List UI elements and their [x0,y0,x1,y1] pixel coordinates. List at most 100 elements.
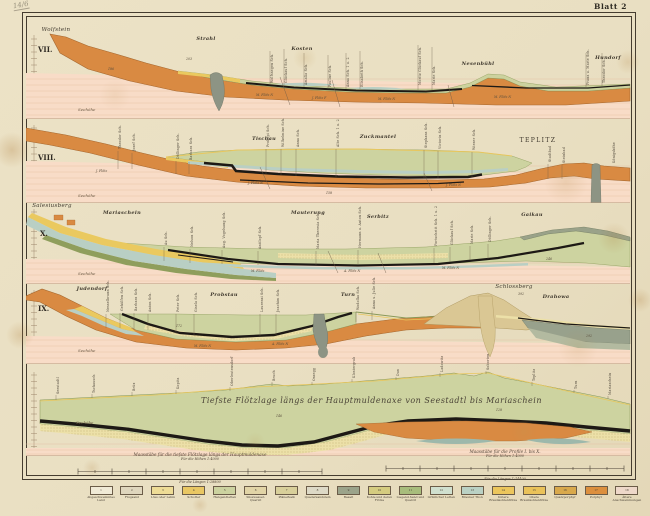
legend-swatch: 17 [584,486,608,495]
place-label: Schlossberg [495,284,533,290]
place-label: Wolfstein [41,27,71,33]
legend-swatch: 18 [615,486,639,495]
shaft-label: Laurenzi Sch. [260,287,264,312]
legend-label: Flugsand [124,495,139,499]
shaft-label: Franz u. Marie Sch. [586,49,590,85]
shaft-label: Aug. Vogelsang Sch. [222,211,226,248]
place-label: Nesenbühl [461,61,495,67]
legend-item: 4 Schotter [179,486,209,503]
legend-label: Schotter [187,495,201,499]
scale-bar [77,468,323,475]
legend-label: Obere Braunkohlenflötze [520,495,549,503]
place-label: Drahowa [542,294,570,300]
profile-ix-section: IX. Seehöhe Judendorf Probstau Turn Schloss… [26,277,632,364]
legend-code: 13 [470,488,475,492]
legend-label: Untere Braunkohlenflötze [489,495,518,503]
shaft-label: Alte Sch. 1 u. 2 [336,119,340,147]
legend-code: 10 [377,488,382,492]
scale-title: Maasstäbe für die tiefste Flötzlage läng… [133,452,267,457]
legend-code: 6 [254,488,257,492]
legend-swatch: 5 [213,486,237,495]
place-label: Mariaschein [102,210,142,216]
legend-item: 5 Hangendletten [210,486,240,503]
legend-code: 9 [347,488,350,492]
legend-swatch: 3 [151,486,175,495]
legend-code: 5 [223,488,226,492]
shaft-label: Stephans Sch. [424,122,428,148]
seam-note: J. Flötz N [248,181,263,185]
scale-block-right: Maasstäbe für die Profile I. bis X. Für … [380,449,630,481]
shaft-label: Barbara Sch. [134,287,138,311]
legend-item: 12 Grünlicher Letten [426,486,456,503]
shaft-label: Stadtbad [548,145,552,162]
legend-label: Grünlicher Letten [427,495,455,499]
legend-item: 11 Liegend-Sand und Quarzit [395,486,425,503]
legend-label: Abgeschwemmtes Land [87,495,115,503]
shaft-label: Döllinger Sch. [176,133,180,159]
legend-label: Quadersandstein [304,495,331,499]
shaft-label: Nelson Sch. [190,225,194,247]
shaft-label: Königshöhe [612,142,616,163]
seam-note: 172 [176,324,183,328]
legend-label: Hangendletten [213,495,237,499]
shaft-label: Anna Sch. [296,128,300,147]
legend-item: 15 Obere Braunkohlenflötze [519,486,549,503]
legend-swatch: 7 [275,486,299,495]
seehoehe-label: Seehöhe [78,348,96,353]
legend-item: 8 Quadersandstein [303,486,333,503]
seam-note: M. Flötz N [194,344,212,348]
legend-label: Plänerkalk [278,495,295,499]
legend-item: 3 Löss oder Lehm [148,486,178,503]
shaft-label: Au Sch. [164,231,168,245]
shaft-label: Glückauf Sch. [450,219,454,245]
hauptmulde-drawing [26,371,631,456]
shaft-label: Hermann u. Anton Sch. [358,205,362,248]
shaft-label: Wodolka Sch. [356,285,360,310]
place-label-vertical: Dux [396,368,400,376]
legend-code: 1 [100,488,102,492]
longitudinal-section-title: Tiefste Flötzlage längs der Hauptmuldena… [201,396,542,405]
seam-note: M. Flötz N [494,95,512,99]
legend-code: 7 [285,488,288,492]
seehoehe-label: Seehöhe [78,107,96,112]
place-label: Judendorf [76,286,108,292]
seehoehe-label: Seehöhe [78,193,96,198]
pencil-annotation: 14/6 [12,0,30,12]
place-label: Strahl [196,36,216,42]
shaft-label: Joachim Sch. [276,288,280,312]
legend-swatch: 16 [553,486,577,495]
legend-code: 4 [192,488,195,492]
legend-code: 12 [439,488,444,492]
scale-heights: Für die Höhen 1:4000 [181,457,219,461]
shaft-label: Prokopi Sch. [266,124,270,147]
legend-label: Liegend-Sand und Quarzit [396,495,425,503]
shaft-label: Victorin Sch. [438,125,442,150]
shaft-label: Wolfssegen Sch. [270,53,274,83]
shaft-label: Elisabeth Sch. [360,60,364,87]
legend-item: 10 Kohle und deren Flötze [364,486,394,503]
profile-viii-section: VIII. Seehöhe Tischau Zuckmantel TEPLITZ T… [26,118,632,203]
place-label-vertical: Oberleutensdorf [230,356,234,386]
legend-label: Süsswasser-Quarzit [246,495,266,503]
shaft-label: Steinbad [562,146,566,163]
seam-note: M. Flötz N [442,266,460,270]
place-label: Tischau [251,136,277,142]
seehoehe-label: Seehöhe [76,420,94,425]
plate-number-label: Blatt 2 [594,2,628,11]
scale-block-left: Maasstäbe für die tiefste Flötzlage läng… [60,452,340,484]
legend-code: 15 [532,488,536,492]
place-label-vertical: Seestadtl [56,377,60,394]
place-label: Zuckmantel [359,134,397,140]
shaft-label: Gisela Sch. [194,291,198,312]
legend-swatch: 1 [89,486,113,495]
sheet-outer-frame [22,12,636,480]
place-label: Turn [340,292,356,298]
place-label: Gaikau [521,212,543,218]
shaft-label: Theodor Sch. [118,125,122,149]
seam-note: J. Flötz F [312,96,327,100]
seam-note: M. Flötz [251,269,265,273]
place-label-vertical: Brüx [132,382,136,391]
legend-code: 8 [316,488,319,492]
legend-label: Löss oder Lehm [150,495,175,499]
